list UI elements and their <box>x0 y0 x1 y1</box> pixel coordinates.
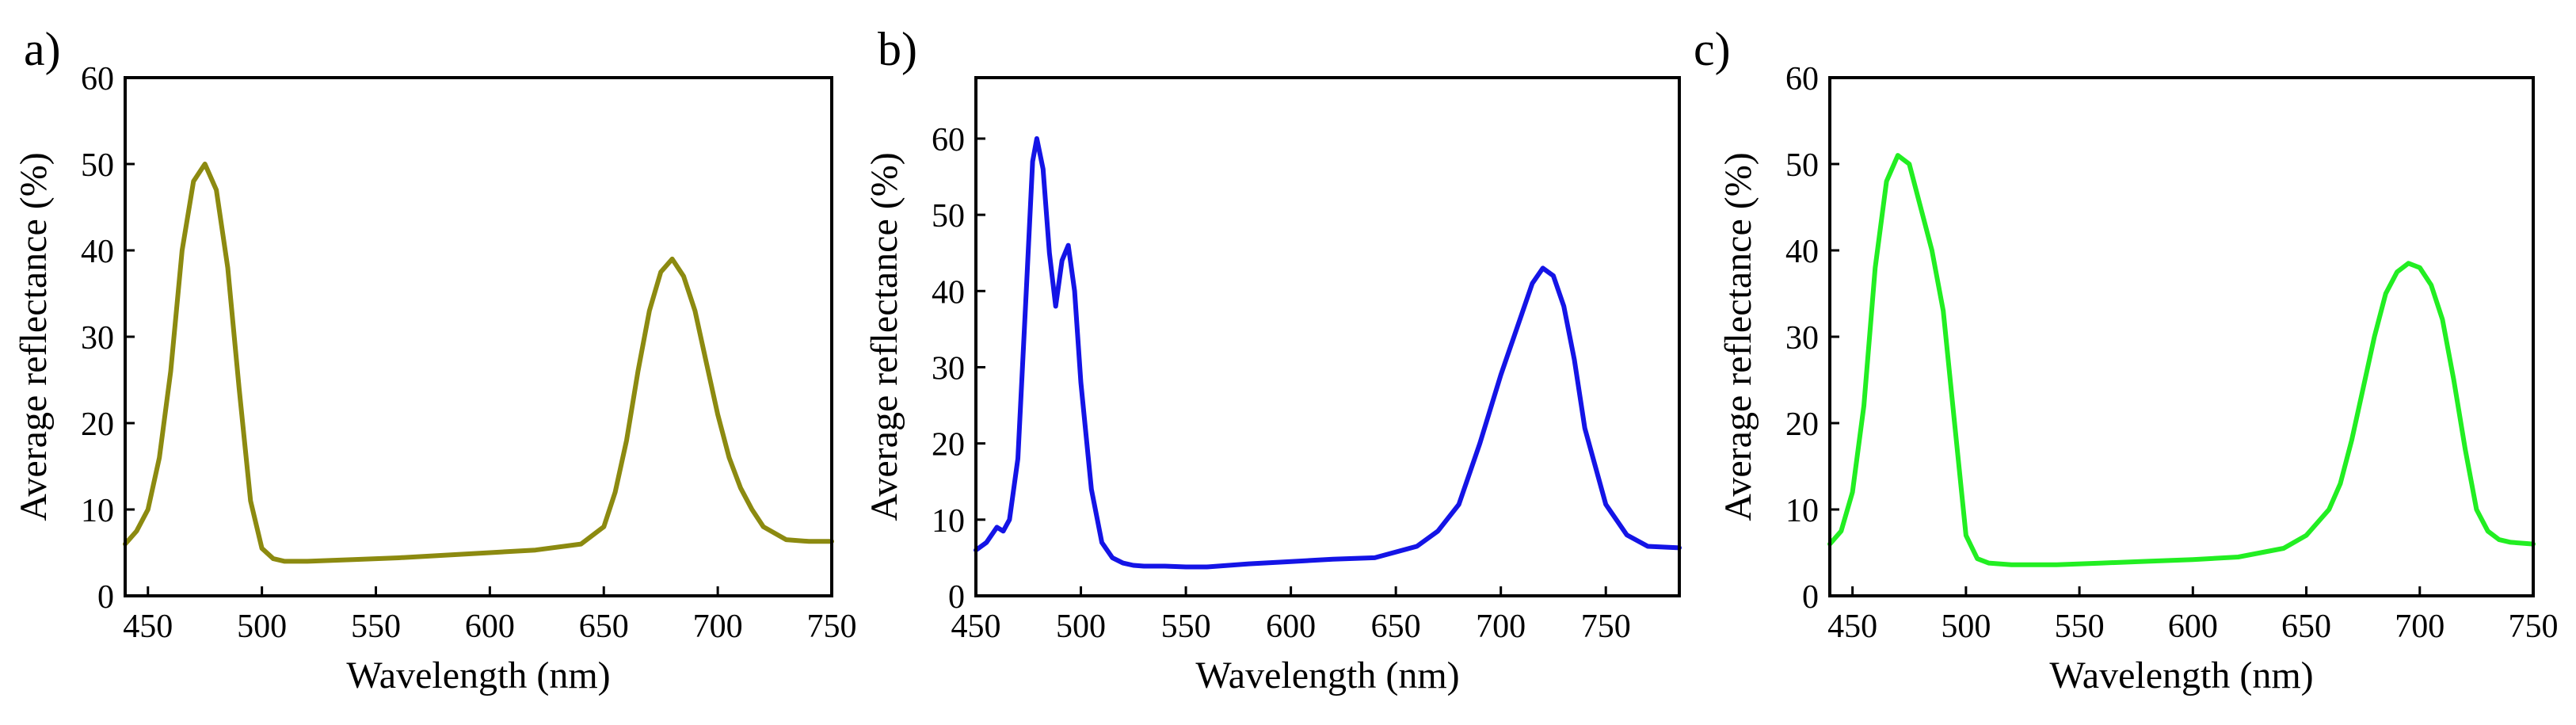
y-tick-label: 0 <box>97 579 114 616</box>
x-tick-label: 600 <box>2168 609 2218 645</box>
x-tick-label: 600 <box>1266 609 1316 645</box>
y-tick-label: 10 <box>1785 493 1819 529</box>
x-tick-label: 550 <box>1161 609 1211 645</box>
y-tick-label: 60 <box>81 61 114 97</box>
series-line-spectrum-c <box>1827 153 2536 567</box>
x-tick-label: 700 <box>693 609 743 645</box>
series-line-spectrum-b <box>974 135 1682 570</box>
x-axis-title: Wavelength (nm) <box>346 654 610 696</box>
x-axis-title: Wavelength (nm) <box>2049 654 2313 696</box>
x-tick-label: 550 <box>351 609 401 645</box>
y-tick-label: 30 <box>81 320 114 357</box>
chart-panel-3: c) 450 500 550 600 650 700 750 0 10 20 30 40 50 60 Wave… <box>1694 23 2559 696</box>
y-tick-label: 60 <box>932 122 965 158</box>
plot-frame <box>974 76 1681 597</box>
x-tick-label: 450 <box>1827 609 1877 645</box>
y-axis-title: Average reflectance (%) <box>13 152 55 521</box>
x-tick-label: 500 <box>1941 609 1991 645</box>
y-axis-title: Average reflectance (%) <box>863 152 905 521</box>
y-axis-title: Average reflectance (%) <box>1717 152 1759 521</box>
x-tick-label: 700 <box>1476 609 1526 645</box>
y-tick-label: 20 <box>1785 406 1819 443</box>
plot-frame <box>124 76 833 597</box>
y-tick-label: 60 <box>1785 61 1819 97</box>
y-tick-label: 50 <box>81 147 114 184</box>
panel-label: b) <box>878 23 917 75</box>
x-tick-label: 750 <box>807 609 857 645</box>
y-tick-label: 40 <box>1785 234 1819 270</box>
x-axis-title: Wavelength (nm) <box>1195 654 1459 696</box>
x-tick-label: 500 <box>237 609 287 645</box>
x-tick-label: 700 <box>2395 609 2445 645</box>
chart-panel-1: a) 450 500 550 600 650 700 750 0 10 20 30 40 50 60 Wave… <box>13 23 857 696</box>
y-tick-label: 40 <box>81 234 114 270</box>
plot-frame <box>1828 76 2535 597</box>
y-tick-label: 50 <box>1785 147 1819 184</box>
x-tick-label: 650 <box>579 609 629 645</box>
panel-label: a) <box>24 23 61 75</box>
x-tick-label: 450 <box>951 609 1001 645</box>
x-tick-label: 650 <box>2281 609 2331 645</box>
x-tick-label: 500 <box>1056 609 1106 645</box>
y-tick-label: 10 <box>932 503 965 540</box>
x-tick-label: 600 <box>465 609 515 645</box>
x-tick-label: 450 <box>123 609 173 645</box>
y-tick-label: 10 <box>81 493 114 529</box>
chart-panel-2: b) 450 500 550 600 650 700 750 0 10 20 30 40 50 60 Wave… <box>863 23 1682 696</box>
series-line-spectrum-a <box>123 162 834 564</box>
y-tick-label: 30 <box>932 350 965 387</box>
y-tick-label: 20 <box>932 427 965 464</box>
x-tick-label: 550 <box>2055 609 2105 645</box>
x-tick-label: 750 <box>2509 609 2559 645</box>
y-tick-label: 0 <box>1802 579 1819 616</box>
y-tick-label: 0 <box>948 579 965 616</box>
panel-label: c) <box>1694 23 1731 75</box>
x-tick-label: 650 <box>1371 609 1421 645</box>
y-tick-label: 30 <box>1785 320 1819 357</box>
y-tick-label: 20 <box>81 406 114 443</box>
x-tick-label: 750 <box>1581 609 1631 645</box>
y-tick-label: 40 <box>932 274 965 311</box>
y-tick-label: 50 <box>932 198 965 235</box>
